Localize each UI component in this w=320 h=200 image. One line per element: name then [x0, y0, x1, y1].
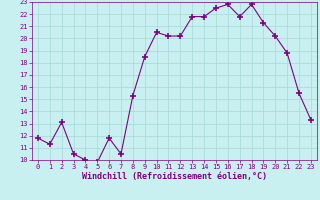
X-axis label: Windchill (Refroidissement éolien,°C): Windchill (Refroidissement éolien,°C)	[82, 172, 267, 181]
